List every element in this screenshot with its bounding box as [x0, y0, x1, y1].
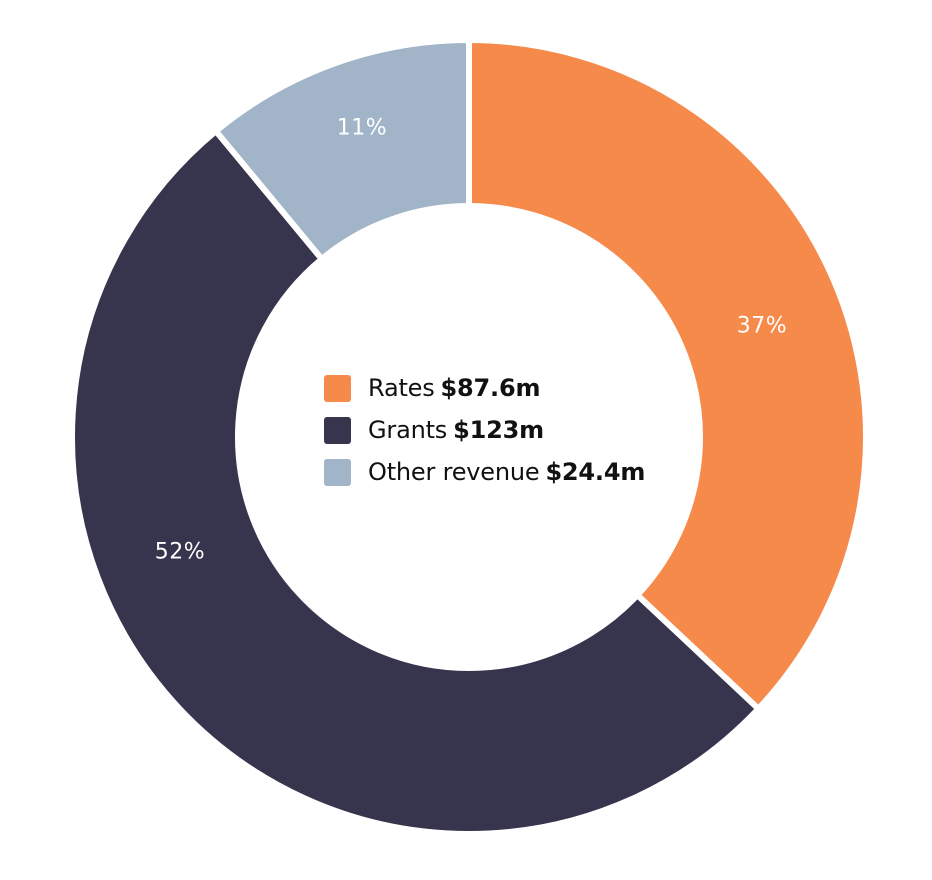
legend-label: Rates [368, 374, 435, 402]
slice-label-rates: 37% [736, 313, 788, 339]
slice-label-other: 11% [336, 115, 388, 141]
legend-label: Grants [368, 416, 448, 444]
legend-item-rates: Rates $87.6m [324, 367, 645, 409]
slice-other-revenue [211, 36, 472, 264]
slice-label-grants: 52% [154, 539, 206, 565]
legend-item-grants: Grants $123m [324, 409, 645, 451]
legend-value: $87.6m [440, 374, 541, 402]
legend: Rates $87.6m Grants $123m Other revenue $24… [324, 367, 645, 493]
swatch-other-revenue [324, 458, 351, 486]
slice-rates [466, 36, 869, 714]
swatch-rates [324, 374, 351, 402]
donut-slices [69, 36, 869, 837]
legend-item-other-revenue: Other revenue $24.4m [324, 451, 645, 493]
legend-label: Other revenue [368, 458, 540, 486]
slice-grants [69, 126, 763, 837]
swatch-grants [324, 416, 351, 444]
legend-value: $123m [453, 416, 544, 444]
legend-value: $24.4m [545, 458, 646, 486]
